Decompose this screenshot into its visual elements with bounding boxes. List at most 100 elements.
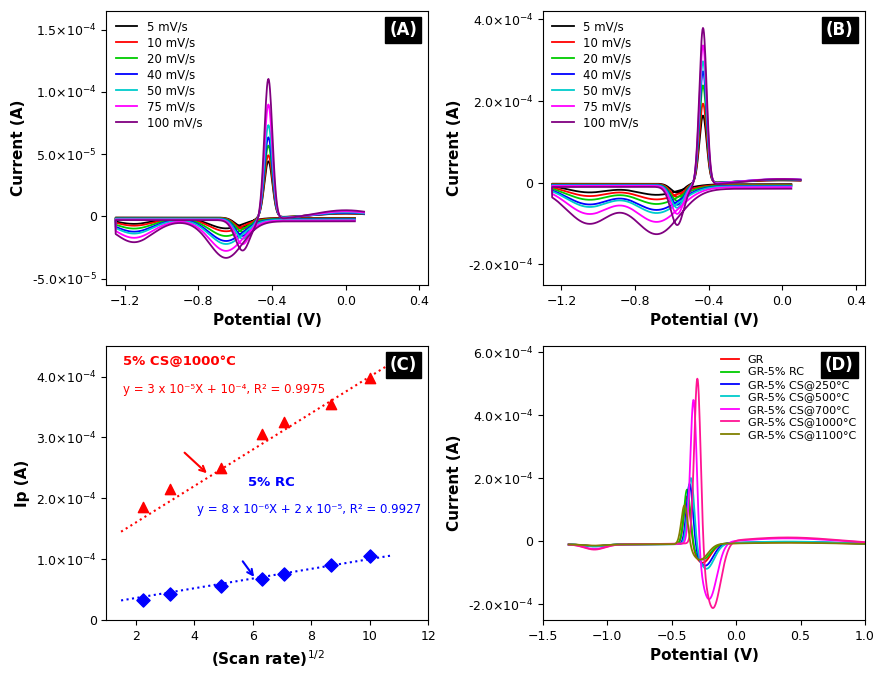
20 mV/s bbox=[645, 199, 656, 207]
20 mV/s bbox=[556, 188, 566, 196]
GR-5% CS@1100°C bbox=[563, 541, 574, 549]
5 mV/s bbox=[119, 219, 129, 227]
20 mV/s bbox=[651, 200, 662, 208]
20 mV/s bbox=[291, 215, 301, 223]
GR-5% CS@700°C bbox=[739, 536, 750, 544]
100 mV/s bbox=[685, 186, 696, 194]
50 mV/s bbox=[263, 121, 274, 129]
GR-5% CS@500°C bbox=[788, 538, 798, 546]
Line: 10 mV/s: 10 mV/s bbox=[116, 155, 364, 231]
5 mV/s bbox=[263, 157, 274, 165]
100 mV/s bbox=[651, 230, 662, 238]
GR-5% CS@250°C bbox=[698, 561, 709, 569]
75 mV/s bbox=[786, 183, 797, 191]
Point bbox=[363, 551, 377, 562]
GR-5% CS@500°C bbox=[563, 541, 574, 549]
40 mV/s bbox=[697, 67, 708, 75]
75 mV/s bbox=[667, 202, 678, 210]
Y-axis label: Ip (A): Ip (A) bbox=[15, 460, 30, 507]
50 mV/s bbox=[697, 57, 708, 65]
50 mV/s bbox=[350, 216, 361, 224]
20 mV/s bbox=[263, 141, 274, 150]
40 mV/s bbox=[230, 226, 241, 234]
20 mV/s bbox=[350, 215, 361, 223]
100 mV/s bbox=[230, 235, 241, 243]
40 mV/s bbox=[667, 195, 678, 203]
GR-5% RC bbox=[788, 538, 798, 546]
GR-5% CS@1000°C bbox=[762, 534, 773, 542]
GR-5% CS@1000°C bbox=[563, 541, 574, 549]
10 mV/s bbox=[651, 195, 662, 203]
50 mV/s bbox=[786, 182, 797, 190]
10 mV/s bbox=[556, 186, 566, 194]
Y-axis label: Current (A): Current (A) bbox=[447, 435, 462, 531]
GR-5% CS@500°C bbox=[739, 539, 750, 547]
50 mV/s bbox=[556, 191, 566, 199]
20 mV/s bbox=[667, 192, 678, 201]
Line: 20 mV/s: 20 mV/s bbox=[116, 146, 364, 236]
Line: 5 mV/s: 5 mV/s bbox=[116, 161, 364, 228]
Y-axis label: Current (A): Current (A) bbox=[12, 100, 26, 197]
20 mV/s bbox=[727, 182, 738, 190]
10 mV/s bbox=[119, 220, 129, 228]
Point bbox=[214, 581, 228, 592]
5 mV/s bbox=[208, 222, 219, 230]
100 mV/s bbox=[645, 228, 656, 237]
GR-5% CS@1000°C bbox=[692, 375, 703, 383]
5 mV/s bbox=[230, 220, 241, 228]
40 mV/s bbox=[735, 177, 746, 186]
75 mV/s bbox=[651, 218, 662, 226]
75 mV/s bbox=[350, 216, 361, 224]
10 mV/s bbox=[727, 181, 738, 189]
Line: 75 mV/s: 75 mV/s bbox=[116, 105, 364, 251]
75 mV/s bbox=[556, 194, 566, 203]
20 mV/s bbox=[735, 177, 746, 186]
GR bbox=[788, 539, 798, 547]
Line: 20 mV/s: 20 mV/s bbox=[552, 86, 801, 204]
50 mV/s bbox=[685, 183, 696, 191]
20 mV/s bbox=[230, 222, 241, 231]
Text: 5% RC: 5% RC bbox=[248, 476, 295, 489]
5 mV/s bbox=[249, 216, 260, 224]
5 mV/s bbox=[359, 210, 369, 218]
Point bbox=[323, 398, 338, 409]
50 mV/s bbox=[230, 227, 241, 235]
GR-5% CS@1000°C bbox=[739, 535, 750, 543]
GR-5% CS@1100°C bbox=[762, 539, 773, 547]
5 mV/s bbox=[697, 112, 708, 120]
Point bbox=[363, 373, 377, 384]
GR-5% RC bbox=[640, 541, 650, 549]
40 mV/s bbox=[556, 190, 566, 198]
Point bbox=[277, 569, 291, 580]
50 mV/s bbox=[221, 240, 231, 248]
Point bbox=[255, 429, 269, 440]
GR-5% CS@250°C bbox=[700, 562, 711, 570]
40 mV/s bbox=[119, 226, 129, 234]
GR-5% CS@1000°C bbox=[859, 538, 870, 546]
50 mV/s bbox=[645, 208, 656, 216]
Line: 100 mV/s: 100 mV/s bbox=[116, 79, 364, 258]
Point bbox=[214, 462, 228, 473]
Legend: 5 mV/s, 10 mV/s, 20 mV/s, 40 mV/s, 50 mV/s, 75 mV/s, 100 mV/s: 5 mV/s, 10 mV/s, 20 mV/s, 40 mV/s, 50 mV… bbox=[548, 17, 642, 133]
10 mV/s bbox=[263, 151, 274, 159]
Text: (A): (A) bbox=[389, 20, 417, 39]
5 mV/s bbox=[735, 177, 746, 186]
20 mV/s bbox=[796, 176, 806, 184]
100 mV/s bbox=[291, 217, 301, 225]
Y-axis label: Current (A): Current (A) bbox=[447, 100, 462, 197]
20 mV/s bbox=[299, 211, 309, 220]
GR-5% CS@250°C bbox=[788, 538, 798, 546]
Point bbox=[277, 417, 291, 428]
40 mV/s bbox=[249, 220, 260, 228]
GR-5% CS@700°C bbox=[688, 396, 699, 404]
GR-5% CS@500°C bbox=[616, 541, 626, 549]
Text: (C): (C) bbox=[390, 356, 417, 374]
GR bbox=[739, 539, 750, 547]
GR-5% CS@1100°C bbox=[640, 541, 650, 549]
75 mV/s bbox=[291, 216, 301, 224]
50 mV/s bbox=[119, 228, 129, 236]
100 mV/s bbox=[119, 235, 129, 243]
40 mV/s bbox=[685, 182, 696, 190]
GR-5% CS@250°C bbox=[640, 540, 650, 548]
5 mV/s bbox=[786, 180, 797, 188]
